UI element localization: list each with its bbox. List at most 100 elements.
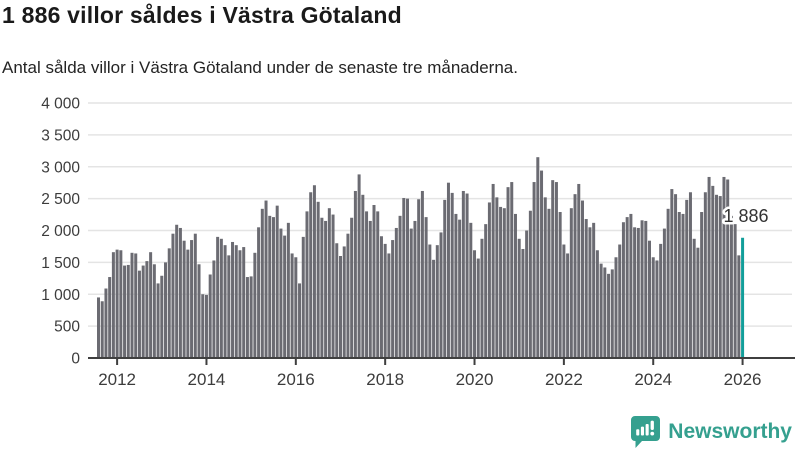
page-subtitle: Antal sålda villor i Västra Götaland und…	[2, 58, 518, 77]
bar	[97, 297, 100, 358]
bar	[659, 243, 663, 358]
bar	[167, 248, 171, 358]
bars	[97, 157, 745, 359]
bar	[134, 253, 138, 358]
bar	[517, 238, 521, 358]
bar	[473, 250, 477, 358]
bar	[353, 190, 357, 358]
bar	[707, 176, 711, 358]
bar	[164, 262, 168, 359]
bar	[111, 252, 115, 358]
bar-chart-canvas: 2012 2014 2016 2018 2020 2022 2024 2026 0 500 1 00…	[41, 96, 795, 389]
bar	[219, 238, 223, 358]
bar	[126, 264, 130, 358]
bar	[372, 205, 376, 358]
bar	[569, 208, 573, 358]
bar	[428, 244, 432, 358]
x-axis	[88, 357, 795, 365]
bar	[301, 236, 305, 359]
bar	[406, 198, 410, 359]
bar	[350, 217, 354, 358]
x-axis-labels: 2012 2014 2016 2018 2020 2022 2024 2026	[98, 370, 761, 389]
value-annotation: 1 886	[721, 204, 771, 229]
bar	[737, 255, 741, 358]
bar	[588, 227, 592, 358]
y-tick-label: 2 000	[41, 223, 80, 240]
bar	[149, 252, 153, 358]
bar	[190, 240, 194, 358]
bar	[368, 220, 372, 358]
bar	[499, 206, 503, 358]
bar	[432, 259, 436, 358]
bar	[394, 227, 398, 358]
bar	[610, 269, 614, 358]
bar	[722, 176, 726, 358]
bar	[465, 193, 469, 358]
bar	[305, 211, 309, 359]
bar	[540, 170, 544, 358]
bar	[268, 215, 272, 358]
bar	[298, 283, 302, 358]
bar	[458, 219, 462, 358]
bar	[677, 212, 681, 358]
bar	[480, 238, 484, 358]
bar	[249, 276, 253, 358]
x-tick-label: 2020	[456, 370, 494, 389]
bar	[283, 235, 287, 358]
bar	[156, 283, 160, 358]
bar	[584, 219, 588, 358]
bar	[186, 249, 190, 359]
bar	[193, 233, 197, 358]
bar	[718, 196, 722, 358]
bar	[681, 213, 685, 358]
bar	[346, 233, 350, 358]
bar	[257, 227, 261, 358]
bar	[227, 255, 231, 358]
highlight-value-label: 1 886	[723, 206, 768, 226]
bar	[130, 252, 134, 358]
bar	[391, 240, 395, 358]
bar	[439, 232, 443, 358]
bar	[216, 236, 220, 359]
bar	[525, 230, 529, 358]
bar	[108, 277, 112, 358]
bar	[640, 220, 644, 358]
y-tick-label: 1 500	[41, 255, 80, 272]
bar	[648, 240, 651, 358]
bar	[178, 227, 182, 358]
bar	[424, 217, 428, 358]
bar	[286, 222, 290, 358]
bar	[461, 190, 465, 358]
bar	[242, 247, 246, 358]
bar	[409, 228, 413, 358]
x-tick-label: 2016	[277, 370, 315, 389]
bar	[361, 194, 365, 358]
bar	[275, 205, 279, 358]
y-tick-label: 0	[71, 351, 80, 368]
bar	[566, 253, 570, 358]
bar	[208, 274, 212, 358]
bar	[696, 247, 700, 358]
bar	[223, 245, 227, 358]
bar	[528, 210, 532, 358]
bar	[513, 213, 517, 358]
bar	[729, 215, 733, 358]
bar	[580, 200, 584, 358]
bar	[231, 241, 235, 358]
bar	[152, 264, 156, 358]
bar	[614, 257, 618, 358]
bar	[100, 301, 104, 358]
bar	[629, 213, 633, 358]
bar	[435, 245, 439, 358]
bar	[417, 199, 421, 358]
bar	[726, 179, 730, 358]
bar	[662, 228, 666, 358]
bar	[376, 211, 380, 359]
bar	[316, 201, 320, 358]
bar	[331, 214, 335, 358]
bar	[476, 258, 480, 358]
bar	[644, 220, 648, 358]
bar	[312, 185, 316, 358]
bar	[495, 197, 499, 358]
